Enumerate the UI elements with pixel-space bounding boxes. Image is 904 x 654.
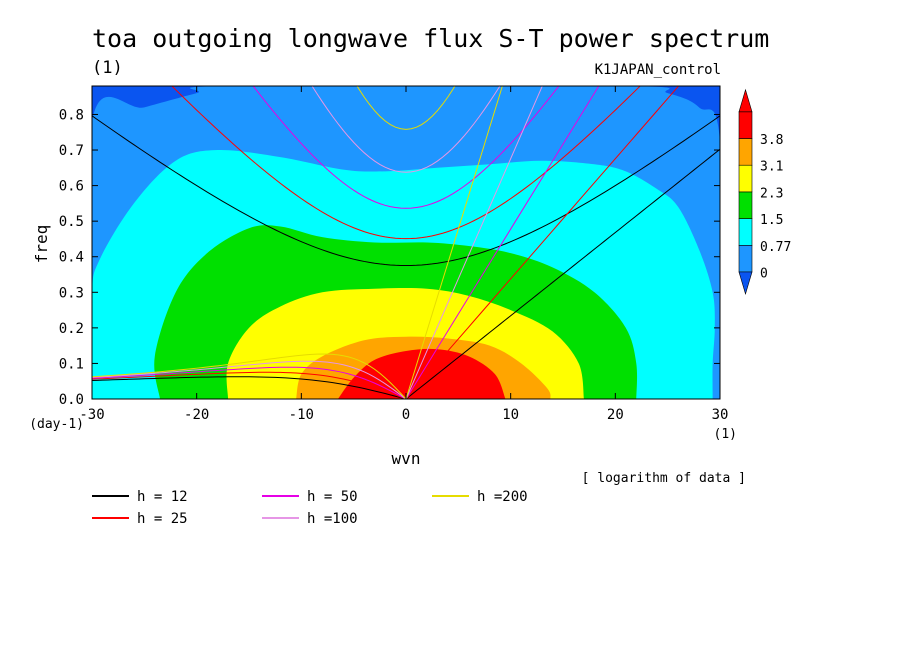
rossby-curve-h200	[92, 353, 407, 399]
legend-label: h =100	[307, 511, 358, 527]
axis-ticks	[91, 86, 721, 400]
colorbar-label: 0	[760, 267, 768, 282]
legend-label: h = 12	[137, 489, 188, 505]
colorbar-under-triangle	[738, 271, 753, 296]
colorbar: 3.8 3.1 2.3 1.5 0.77 0	[738, 88, 791, 296]
y-tick-label: 0.3	[59, 285, 84, 301]
experiment-name: K1JAPAN_control	[594, 62, 721, 78]
inertio-gravity-curve-h100	[311, 86, 501, 173]
legend: h = 12 h = 25 h = 50 h =100 h =200	[92, 489, 528, 527]
colorbar-over-triangle	[738, 88, 753, 113]
y-tick-label: 0.4	[59, 250, 84, 266]
kelvin-curve-h200	[405, 86, 503, 399]
y-unit-label: (day-1)	[29, 417, 84, 432]
kelvin-curve-h100	[405, 86, 543, 399]
colorbar-swatch	[738, 111, 753, 139]
kelvin-curve-h12	[405, 148, 720, 399]
dispersion-curves	[92, 86, 720, 399]
inertio-gravity-curve-h25	[171, 86, 641, 240]
y-tick-label: 0.1	[59, 356, 84, 372]
x-tick-label: 10	[502, 407, 519, 423]
colorbar-label: 3.1	[760, 160, 783, 175]
rossby-curve-h100	[92, 360, 407, 399]
x-tick-label: -20	[184, 407, 209, 423]
colorbar-label: 2.3	[760, 186, 783, 201]
log-data-note: [ logarithm of data ]	[582, 471, 746, 486]
colorbar-swatch	[738, 218, 753, 246]
legend-label: h =200	[477, 489, 528, 505]
rossby-curve-h25	[92, 371, 407, 399]
kelvin-curve-h25	[405, 86, 680, 399]
colorbar-label: 0.77	[760, 240, 791, 255]
legend-label: h = 25	[137, 511, 188, 527]
chart-title: toa outgoing longwave flux S-T power spe…	[92, 24, 770, 53]
y-tick-label: 0.8	[59, 107, 84, 123]
contour-fills	[92, 86, 720, 399]
colorbar-label: 3.8	[760, 133, 783, 148]
kelvin-curve-h50	[405, 86, 600, 399]
colorbar-swatch	[738, 138, 753, 166]
x-unit-label: (1)	[714, 427, 737, 442]
rossby-curve-h50	[92, 366, 407, 399]
x-axis-label: wvn	[392, 449, 421, 468]
y-tick-label: 0.2	[59, 321, 84, 337]
colorbar-swatch	[738, 191, 753, 219]
x-tick-label: -30	[79, 407, 104, 423]
x-tick-label: 20	[607, 407, 624, 423]
chart-subtitle: (1)	[92, 58, 123, 78]
y-tick-label: 0.0	[59, 392, 84, 408]
x-tick-label: 30	[712, 407, 729, 423]
y-axis-label: freq	[32, 225, 51, 264]
colorbar-label: 1.5	[760, 213, 783, 228]
y-tick-label: 0.5	[59, 214, 84, 230]
colorbar-swatch	[738, 245, 753, 273]
rossby-curve-h12	[92, 376, 407, 399]
colorbar-swatch	[738, 164, 753, 193]
y-tick-label: 0.6	[59, 179, 84, 195]
x-tick-label: 0	[402, 407, 410, 423]
inertio-gravity-curve-h12	[92, 115, 720, 267]
legend-label: h = 50	[307, 489, 358, 505]
inertio-gravity-curve-h200	[356, 86, 456, 130]
y-tick-label: 0.7	[59, 143, 84, 159]
inertio-gravity-curve-h50	[252, 86, 560, 209]
x-tick-label: -10	[289, 407, 314, 423]
